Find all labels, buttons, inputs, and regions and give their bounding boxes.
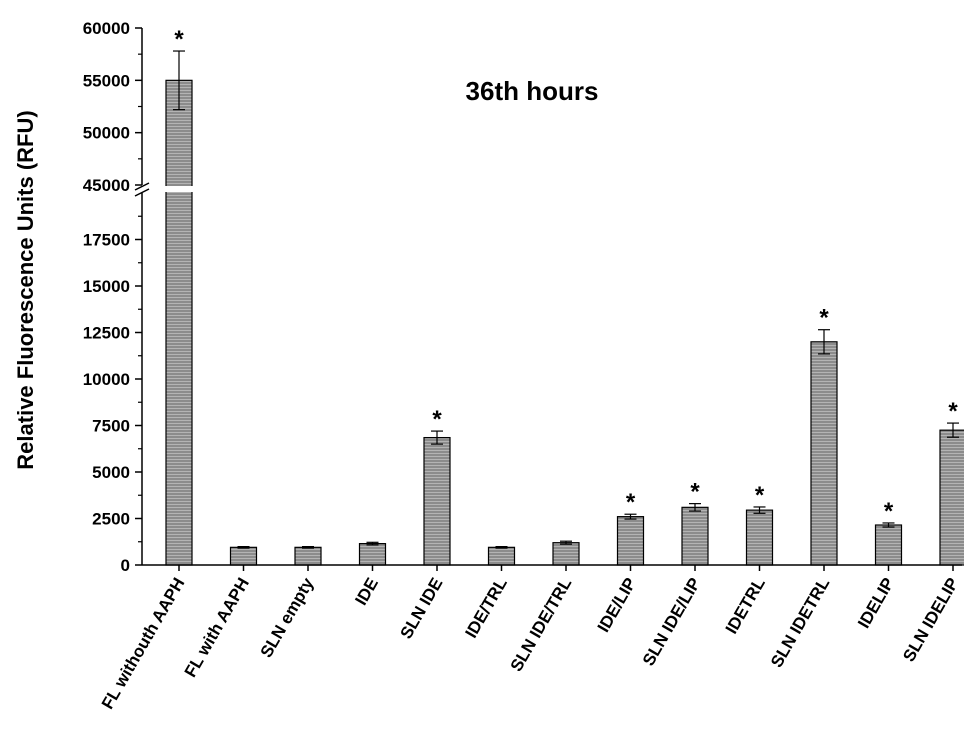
x-tick-label-2: FL with AAPH (181, 575, 253, 681)
y-tick-label-lower-1: 0 (121, 556, 130, 575)
x-tick-label-3: SLN empty (257, 574, 318, 661)
bar-2 (231, 547, 257, 565)
bar-5 (424, 438, 450, 565)
y-axis-title: Relative Fluorescence Units (RFU) (13, 110, 38, 469)
bar-1 (166, 80, 192, 565)
y-tick-label-lower-2: 2500 (92, 510, 130, 529)
y-tick-label-upper-2: 50000 (83, 124, 130, 143)
bar-10 (747, 510, 773, 565)
significance-marker-1: * (174, 26, 184, 53)
significance-marker-13: * (948, 398, 958, 425)
axis-break-gap (134, 186, 194, 192)
y-tick-label-upper-4: 60000 (83, 19, 130, 38)
x-tick-label-9: SLN IDE/LIP (639, 575, 705, 670)
bar-4 (360, 544, 386, 565)
x-tick-label-13: SLN IDELIP (899, 575, 962, 665)
bars-group (166, 51, 964, 565)
significance-marker-8: * (626, 489, 636, 516)
y-tick-label-upper-1: 45000 (83, 176, 130, 195)
x-tick-label-7: SLN IDE/TRL (507, 575, 576, 675)
bar-3 (295, 547, 321, 565)
axes-group (134, 28, 962, 571)
x-tick-label-1: FL withouth AAPH (98, 575, 189, 713)
chart-title: 36th hours (466, 76, 599, 106)
y-tick-label-lower-7: 15000 (83, 277, 130, 296)
significance-marker-10: * (755, 482, 765, 509)
y-tick-label-upper-3: 55000 (83, 71, 130, 90)
y-tick-label-lower-4: 7500 (92, 417, 130, 436)
y-tick-label-lower-5: 10000 (83, 370, 130, 389)
y-tick-label-lower-8: 17500 (83, 231, 130, 250)
x-tick-label-10: IDETRL (722, 575, 769, 638)
y-tick-label-lower-3: 5000 (92, 463, 130, 482)
bar-9 (682, 507, 708, 565)
x-tick-label-8: IDE/LIP (594, 575, 640, 636)
significance-marker-12: * (884, 498, 894, 525)
y-tick-label-lower-6: 12500 (83, 324, 130, 343)
bar-13 (940, 430, 964, 565)
significance-marker-11: * (819, 305, 829, 332)
x-tick-label-11: SLN IDETRL (767, 575, 834, 671)
x-tick-label-12: IDELIP (854, 575, 898, 632)
bar-7 (553, 543, 579, 565)
x-tick-label-4: IDE (351, 575, 382, 609)
bar-8 (618, 517, 644, 565)
x-tick-label-6: IDE/TRL (461, 575, 511, 642)
bar-6 (489, 547, 515, 565)
significance-marker-5: * (432, 406, 442, 433)
bar-11 (811, 342, 837, 565)
significance-marker-9: * (690, 479, 700, 506)
bar-12 (876, 525, 902, 565)
x-tick-label-5: SLN IDE (396, 575, 446, 643)
